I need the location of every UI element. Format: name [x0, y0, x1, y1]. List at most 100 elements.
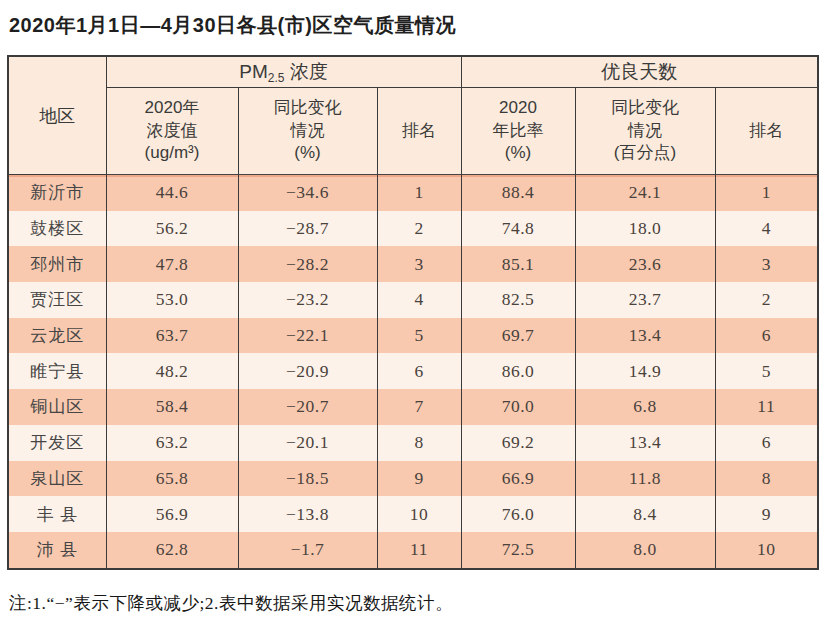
region-cell: 新沂市 [8, 175, 106, 211]
pm-change-cell: −34.6 [238, 175, 377, 211]
pm-subscript: 2.5 [268, 71, 285, 85]
table-row: 泉山区 65.8 −18.5 9 66.9 11.8 8 [8, 461, 818, 497]
pm-value-cell: 58.4 [106, 389, 238, 425]
good-change-cell: 18.0 [575, 211, 715, 247]
pm-change-cell: −1.7 [238, 532, 377, 569]
pm-label: PM [239, 61, 268, 82]
region-cell: 铜山区 [8, 389, 106, 425]
pm-value-cell: 63.7 [106, 318, 238, 354]
pm-rank-cell: 1 [377, 175, 461, 211]
pm-label-suffix: 浓度 [284, 61, 327, 82]
good-ratio-cell: 72.5 [461, 532, 575, 569]
table-row: 铜山区 58.4 −20.7 7 70.0 6.8 11 [8, 389, 818, 425]
good-ratio-cell: 85.1 [461, 246, 575, 282]
table-row: 丰 县 56.9 −13.8 10 76.0 8.4 9 [8, 496, 818, 532]
region-cell: 沛 县 [8, 532, 106, 569]
header-good-days-group: 优良天数 [461, 56, 818, 88]
table-row: 云龙区 63.7 −22.1 5 69.7 13.4 6 [8, 318, 818, 354]
pm-value-cell: 44.6 [106, 175, 238, 211]
pm-value-cell: 47.8 [106, 246, 238, 282]
pm-change-cell: −20.1 [238, 425, 377, 461]
good-ratio-cell: 76.0 [461, 496, 575, 532]
good-change-cell: 8.4 [575, 496, 715, 532]
good-change-cell: 13.4 [575, 425, 715, 461]
good-rank-cell: 3 [715, 246, 818, 282]
good-ratio-cell: 69.2 [461, 425, 575, 461]
header-region: 地区 [8, 56, 106, 175]
header-good-ratio: 2020 年比率 (%) [461, 88, 575, 175]
header-pm-group: PM2.5 浓度 [106, 56, 461, 88]
region-cell: 贾汪区 [8, 282, 106, 318]
pm-value-cell: 53.0 [106, 282, 238, 318]
region-cell: 鼓楼区 [8, 211, 106, 247]
good-change-cell: 13.4 [575, 318, 715, 354]
table-row: 开发区 63.2 −20.1 8 69.2 13.4 6 [8, 425, 818, 461]
pm-rank-cell: 3 [377, 246, 461, 282]
page-title: 2020年1月1日—4月30日各县(市)区空气质量情况 [9, 12, 818, 38]
header-pm-rank: 排名 [377, 88, 461, 175]
air-quality-table: 地区 PM2.5 浓度 优良天数 2020年 浓度值 (ug/m³) 同比变化 … [7, 55, 819, 570]
pm-rank-cell: 11 [377, 532, 461, 569]
good-rank-cell: 6 [715, 425, 818, 461]
pm-value-cell: 48.2 [106, 353, 238, 389]
good-ratio-cell: 86.0 [461, 353, 575, 389]
header-pm-change: 同比变化 情况 (%) [238, 88, 377, 175]
table-body: 新沂市 44.6 −34.6 1 88.4 24.1 1 鼓楼区 56.2 −2… [8, 175, 818, 569]
header-pm-value: 2020年 浓度值 (ug/m³) [106, 88, 238, 175]
table-row: 贾汪区 53.0 −23.2 4 82.5 23.7 2 [8, 282, 818, 318]
table-row: 睢宁县 48.2 −20.9 6 86.0 14.9 5 [8, 353, 818, 389]
footnote: 注:1.“−”表示下降或减少;2.表中数据采用实况数据统计。 [9, 591, 818, 615]
pm-rank-cell: 9 [377, 461, 461, 497]
table-row: 鼓楼区 56.2 −28.7 2 74.8 18.0 4 [8, 211, 818, 247]
good-rank-cell: 4 [715, 211, 818, 247]
good-rank-cell: 11 [715, 389, 818, 425]
pm-change-cell: −20.9 [238, 353, 377, 389]
good-change-cell: 8.0 [575, 532, 715, 569]
good-rank-cell: 5 [715, 353, 818, 389]
header-group-row: 地区 PM2.5 浓度 优良天数 [8, 56, 818, 88]
good-change-cell: 23.6 [575, 246, 715, 282]
header-good-rank: 排名 [715, 88, 818, 175]
pm-change-cell: −23.2 [238, 282, 377, 318]
good-change-cell: 23.7 [575, 282, 715, 318]
good-rank-cell: 8 [715, 461, 818, 497]
pm-change-cell: −13.8 [238, 496, 377, 532]
good-ratio-cell: 74.8 [461, 211, 575, 247]
pm-change-cell: −22.1 [238, 318, 377, 354]
good-change-cell: 24.1 [575, 175, 715, 211]
good-ratio-cell: 69.7 [461, 318, 575, 354]
pm-change-cell: −28.2 [238, 246, 377, 282]
good-rank-cell: 2 [715, 282, 818, 318]
good-ratio-cell: 70.0 [461, 389, 575, 425]
region-cell: 睢宁县 [8, 353, 106, 389]
good-rank-cell: 10 [715, 532, 818, 569]
good-ratio-cell: 66.9 [461, 461, 575, 497]
header-good-change: 同比变化 情况 (百分点) [575, 88, 715, 175]
table-row: 邳州市 47.8 −28.2 3 85.1 23.6 3 [8, 246, 818, 282]
good-ratio-cell: 88.4 [461, 175, 575, 211]
pm-rank-cell: 2 [377, 211, 461, 247]
region-cell: 云龙区 [8, 318, 106, 354]
header-sub-row: 2020年 浓度值 (ug/m³) 同比变化 情况 (%) 排名 2020 年比… [8, 88, 818, 175]
pm-change-cell: −28.7 [238, 211, 377, 247]
page: 2020年1月1日—4月30日各县(市)区空气质量情况 地区 PM2.5 浓度 … [0, 0, 825, 620]
pm-rank-cell: 7 [377, 389, 461, 425]
good-change-cell: 14.9 [575, 353, 715, 389]
table-row: 新沂市 44.6 −34.6 1 88.4 24.1 1 [8, 175, 818, 211]
pm-value-cell: 62.8 [106, 532, 238, 569]
pm-rank-cell: 10 [377, 496, 461, 532]
pm-value-cell: 65.8 [106, 461, 238, 497]
pm-value-cell: 63.2 [106, 425, 238, 461]
good-change-cell: 6.8 [575, 389, 715, 425]
pm-change-cell: −18.5 [238, 461, 377, 497]
good-rank-cell: 9 [715, 496, 818, 532]
pm-value-cell: 56.2 [106, 211, 238, 247]
region-cell: 开发区 [8, 425, 106, 461]
good-ratio-cell: 82.5 [461, 282, 575, 318]
pm-change-cell: −20.7 [238, 389, 377, 425]
region-cell: 泉山区 [8, 461, 106, 497]
pm-rank-cell: 8 [377, 425, 461, 461]
table-header: 地区 PM2.5 浓度 优良天数 2020年 浓度值 (ug/m³) 同比变化 … [8, 56, 818, 175]
good-rank-cell: 1 [715, 175, 818, 211]
table-row: 沛 县 62.8 −1.7 11 72.5 8.0 10 [8, 532, 818, 569]
